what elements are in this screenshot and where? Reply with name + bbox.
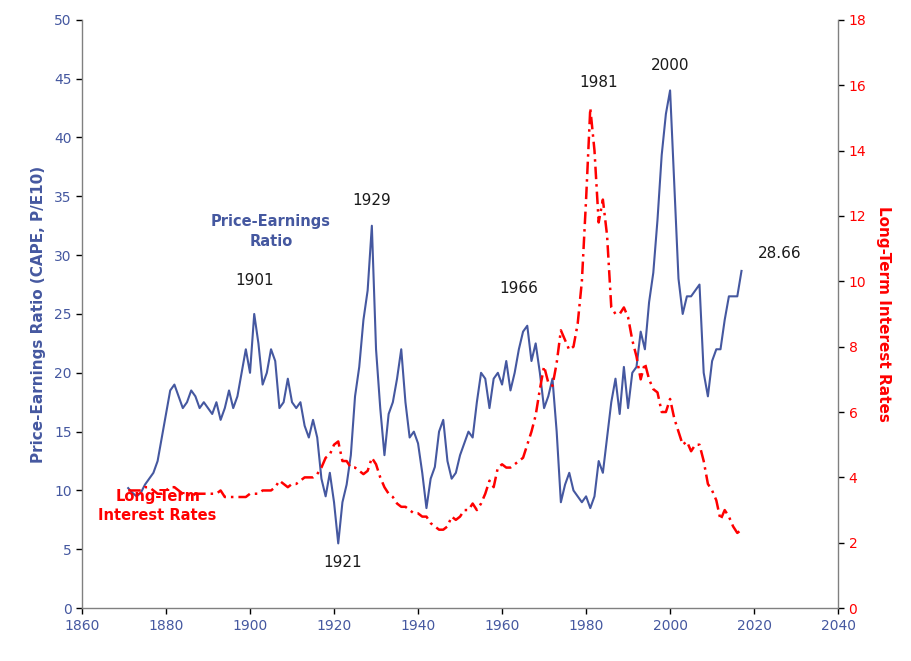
Text: Long-Term
Interest Rates: Long-Term Interest Rates bbox=[98, 488, 217, 524]
Text: 1901: 1901 bbox=[235, 273, 273, 288]
Text: 1966: 1966 bbox=[499, 282, 538, 296]
Text: 1981: 1981 bbox=[579, 75, 618, 91]
Text: 28.66: 28.66 bbox=[758, 246, 802, 261]
Text: 2000: 2000 bbox=[650, 58, 690, 73]
Text: Price-Earnings
Ratio: Price-Earnings Ratio bbox=[211, 214, 331, 249]
Y-axis label: Long-Term Interest Rates: Long-Term Interest Rates bbox=[876, 206, 891, 422]
Text: 1929: 1929 bbox=[353, 193, 391, 208]
Text: 1921: 1921 bbox=[323, 555, 362, 570]
Y-axis label: Price-Earnings Ratio (CAPE, P/E10): Price-Earnings Ratio (CAPE, P/E10) bbox=[31, 165, 46, 463]
